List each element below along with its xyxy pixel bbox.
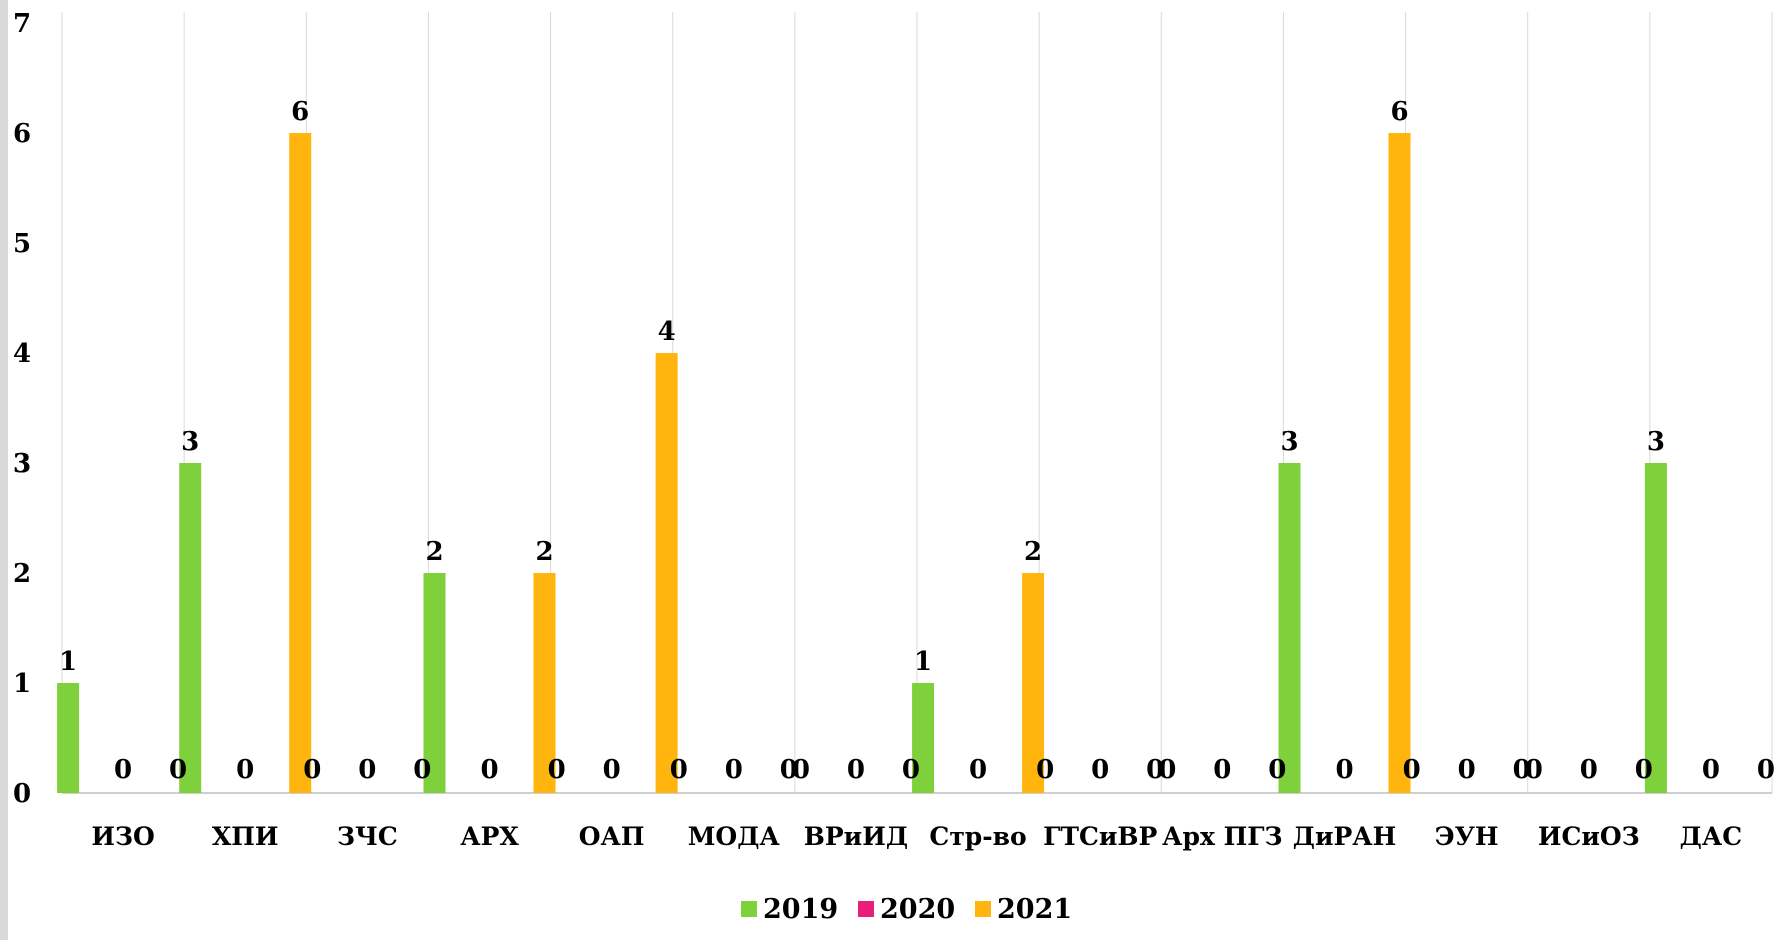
x-category-label: ОАП bbox=[579, 822, 645, 851]
legend-swatch bbox=[858, 901, 874, 917]
data-label: 0 bbox=[1213, 755, 1231, 785]
data-label: 3 bbox=[1280, 427, 1298, 457]
data-label: 3 bbox=[181, 427, 199, 457]
legend-label: 2019 bbox=[763, 894, 838, 925]
bar bbox=[533, 573, 556, 793]
bar bbox=[179, 463, 202, 793]
x-category-label: ДиРАН bbox=[1293, 822, 1397, 851]
data-label: 1 bbox=[59, 647, 77, 677]
y-tick-label: 4 bbox=[13, 339, 31, 369]
x-category-label: ЗЧС bbox=[337, 822, 398, 851]
x-category-label: ГТСиВР bbox=[1043, 822, 1157, 851]
x-category-label: ЭУН bbox=[1435, 822, 1499, 851]
data-label: 0 bbox=[725, 755, 743, 785]
data-label: 0 bbox=[792, 755, 810, 785]
legend-label: 2020 bbox=[880, 894, 955, 925]
data-label: 0 bbox=[670, 755, 688, 785]
bar bbox=[1022, 573, 1045, 793]
data-label: 0 bbox=[1757, 755, 1775, 785]
x-category-label: ВРиИД bbox=[804, 822, 908, 851]
data-label: 0 bbox=[1403, 755, 1421, 785]
data-label: 0 bbox=[1513, 755, 1531, 785]
data-label: 0 bbox=[1702, 755, 1720, 785]
bar bbox=[289, 133, 312, 793]
data-label: 0 bbox=[303, 755, 321, 785]
data-label: 0 bbox=[1268, 755, 1286, 785]
bars bbox=[57, 133, 1667, 793]
x-category-label: ДАС bbox=[1680, 822, 1743, 851]
left-edge-strip bbox=[0, 0, 8, 940]
x-category-label: ИСиОЗ bbox=[1538, 822, 1640, 851]
bar bbox=[912, 683, 935, 793]
x-category-label: ИЗО bbox=[91, 822, 154, 851]
data-label: 0 bbox=[548, 755, 566, 785]
bar bbox=[57, 683, 80, 793]
data-label: 0 bbox=[1158, 755, 1176, 785]
data-label: 0 bbox=[1146, 755, 1164, 785]
bar bbox=[655, 353, 678, 793]
y-tick-label: 0 bbox=[13, 779, 31, 809]
data-label: 0 bbox=[847, 755, 865, 785]
data-label: 0 bbox=[780, 755, 798, 785]
data-label: 0 bbox=[358, 755, 376, 785]
x-category-label: ХПИ bbox=[212, 822, 279, 851]
bar bbox=[1388, 133, 1411, 793]
data-label: 6 bbox=[291, 97, 309, 127]
x-axis: ИЗО ХПИ ЗЧС АРХ ОАП МОДА ВРиИД Стр-во ГТСиВР Арх … bbox=[91, 822, 1742, 851]
data-label: 6 bbox=[1390, 97, 1408, 127]
data-label: 0 bbox=[1036, 755, 1054, 785]
data-label: 4 bbox=[658, 317, 676, 347]
data-label: 2 bbox=[1024, 537, 1042, 567]
legend-swatch bbox=[741, 901, 757, 917]
data-label: 1 bbox=[914, 647, 932, 677]
y-tick-label: 3 bbox=[13, 449, 31, 479]
data-label: 0 bbox=[169, 755, 187, 785]
data-label: 0 bbox=[1635, 755, 1653, 785]
data-label: 0 bbox=[1458, 755, 1476, 785]
legend: 2019 2020 2021 bbox=[741, 894, 1072, 925]
x-category-label: Арх ПГЗ bbox=[1162, 822, 1282, 851]
y-tick-label: 5 bbox=[13, 229, 31, 259]
data-label: 0 bbox=[1335, 755, 1353, 785]
data-label: 0 bbox=[969, 755, 987, 785]
data-label: 0 bbox=[480, 755, 498, 785]
data-label: 0 bbox=[114, 755, 132, 785]
data-label: 3 bbox=[1647, 427, 1665, 457]
legend-label: 2021 bbox=[997, 894, 1072, 925]
bar bbox=[423, 573, 446, 793]
data-label: 0 bbox=[236, 755, 254, 785]
data-label: 0 bbox=[902, 755, 920, 785]
y-tick-label: 1 bbox=[13, 669, 31, 699]
legend-swatch bbox=[975, 901, 991, 917]
y-tick-label: 7 bbox=[13, 9, 31, 39]
data-label: 2 bbox=[425, 537, 443, 567]
bar bbox=[1644, 463, 1667, 793]
data-label: 0 bbox=[413, 755, 431, 785]
y-tick-label: 3 bbox=[13, 449, 31, 479]
data-label: 2 bbox=[535, 537, 553, 567]
bar bbox=[1278, 463, 1301, 793]
data-label: 0 bbox=[1580, 755, 1598, 785]
y-tick-label: 2 bbox=[13, 559, 31, 589]
x-category-label: Стр-во bbox=[929, 822, 1026, 851]
data-label: 0 bbox=[1525, 755, 1543, 785]
data-label: 0 bbox=[1091, 755, 1109, 785]
data-label: 0 bbox=[603, 755, 621, 785]
x-category-label: МОДА bbox=[688, 822, 781, 851]
x-category-label: АРХ bbox=[460, 822, 519, 851]
y-tick-label: 6 bbox=[13, 119, 31, 149]
